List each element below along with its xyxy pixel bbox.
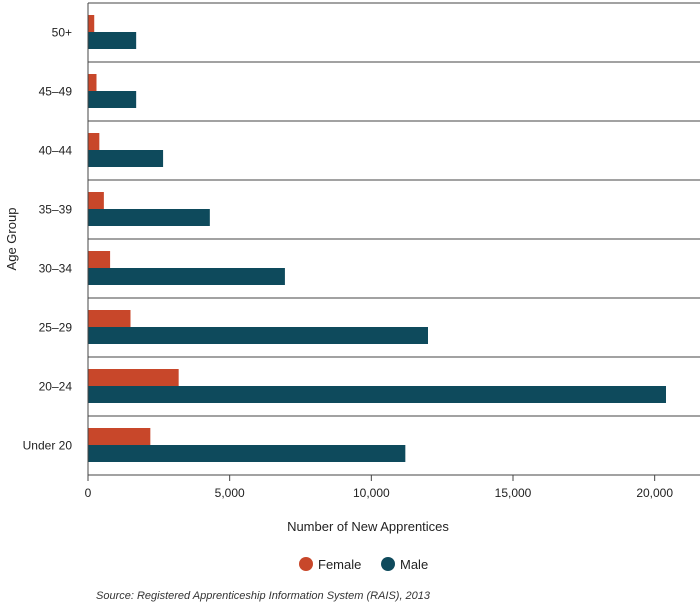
bars [88,15,666,462]
x-tick-label: 15,000 [495,486,532,500]
bar-male-7 [88,386,666,403]
bar-male-4 [88,209,210,226]
y-tick-labels: 50+ 45–49 40–44 35–39 30–34 25–29 20–24 Under 2… [23,26,73,453]
y-tick-label: 35–39 [39,203,73,217]
y-tick-label: 45–49 [39,85,73,99]
bar-male-8 [88,445,406,462]
bar-female-5 [88,251,111,268]
y-tick-label: 25–29 [39,321,73,335]
bar-female-4 [88,192,104,209]
bar-male-3 [88,150,164,167]
x-tick-label: 5,000 [215,486,245,500]
source-note: Source: Registered Apprenticeship Inform… [96,590,431,602]
legend-label-female: Female [318,557,361,572]
y-tick-label: 40–44 [39,144,73,158]
bar-female-8 [88,428,151,445]
bar-female-6 [88,310,131,327]
bar-female-3 [88,133,100,150]
y-tick-label: Under 20 [23,439,73,453]
y-tick-label: 20–24 [39,380,73,394]
y-tick-label: 30–34 [39,262,73,276]
legend-swatch-male [381,557,395,571]
x-tick-label: 0 [85,486,92,500]
y-axis-title: Age Group [4,208,19,271]
y-tick-label: 50+ [52,26,72,40]
bar-female-2 [88,74,97,91]
group-separators [88,2,700,476]
bar-female-1 [88,15,95,32]
bar-male-5 [88,268,285,285]
bar-male-2 [88,91,137,108]
x-tick-label: 10,000 [353,486,390,500]
legend-label-male: Male [400,557,428,572]
x-axis-title: Number of New Apprentices [287,519,449,534]
bar-male-1 [88,32,137,49]
bar-female-7 [88,369,179,386]
bar-male-6 [88,327,428,344]
legend-swatch-female [299,557,313,571]
x-ticks: 0 5,000 10,000 15,000 20,000 [85,475,673,500]
x-tick-label: 20,000 [636,486,673,500]
legend: Female Male [299,557,428,572]
